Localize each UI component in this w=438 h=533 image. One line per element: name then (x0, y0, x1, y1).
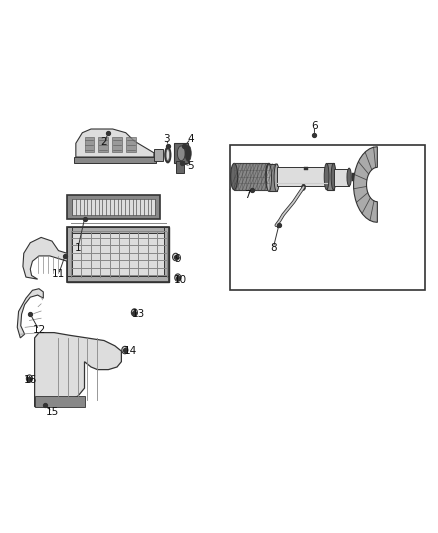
Polygon shape (23, 237, 67, 279)
Bar (112, 137, 122, 152)
Bar (164, 227, 169, 282)
Bar (230, 145, 425, 290)
Ellipse shape (177, 146, 185, 161)
Polygon shape (35, 333, 121, 407)
Text: 15: 15 (46, 407, 59, 417)
Bar (67, 227, 169, 282)
Polygon shape (17, 289, 43, 338)
Text: 9: 9 (174, 254, 181, 263)
Text: 13: 13 (132, 309, 145, 319)
Bar (333, 168, 349, 185)
Circle shape (122, 346, 128, 354)
Bar (154, 149, 163, 161)
Circle shape (173, 253, 179, 261)
Bar (67, 276, 169, 282)
Circle shape (26, 375, 32, 382)
Ellipse shape (166, 149, 170, 161)
Text: 6: 6 (311, 122, 318, 131)
Text: 10: 10 (173, 274, 187, 285)
Polygon shape (353, 147, 378, 222)
Ellipse shape (324, 164, 329, 190)
Bar (99, 137, 108, 152)
Ellipse shape (185, 146, 191, 161)
Text: 5: 5 (187, 161, 194, 171)
Circle shape (131, 309, 138, 316)
Bar (277, 167, 328, 186)
Ellipse shape (266, 164, 272, 191)
Bar (67, 227, 72, 282)
Bar (234, 164, 269, 190)
Text: 7: 7 (244, 190, 251, 200)
Ellipse shape (265, 164, 272, 190)
Bar (74, 157, 156, 164)
Bar (67, 227, 169, 233)
Text: 12: 12 (32, 325, 46, 335)
Text: 1: 1 (75, 243, 81, 253)
Bar (304, 166, 308, 169)
Text: 2: 2 (101, 137, 107, 147)
Ellipse shape (347, 168, 351, 186)
Circle shape (175, 274, 181, 281)
Bar (269, 164, 277, 191)
Bar (67, 195, 160, 219)
Bar (35, 396, 85, 407)
Bar (72, 199, 155, 215)
Text: 16: 16 (24, 375, 37, 385)
Ellipse shape (302, 184, 306, 190)
Bar (67, 227, 169, 282)
Ellipse shape (274, 164, 279, 191)
Ellipse shape (331, 164, 336, 190)
Text: 11: 11 (52, 270, 65, 279)
Bar (352, 173, 355, 181)
Bar (327, 164, 333, 190)
Bar (174, 143, 188, 164)
Bar (126, 137, 136, 152)
Bar (177, 161, 184, 173)
Ellipse shape (231, 164, 238, 190)
Text: 8: 8 (270, 243, 276, 253)
Bar (85, 137, 94, 152)
Text: 4: 4 (187, 134, 194, 143)
Polygon shape (76, 129, 154, 157)
Text: 14: 14 (124, 346, 137, 356)
Text: 3: 3 (164, 134, 170, 143)
